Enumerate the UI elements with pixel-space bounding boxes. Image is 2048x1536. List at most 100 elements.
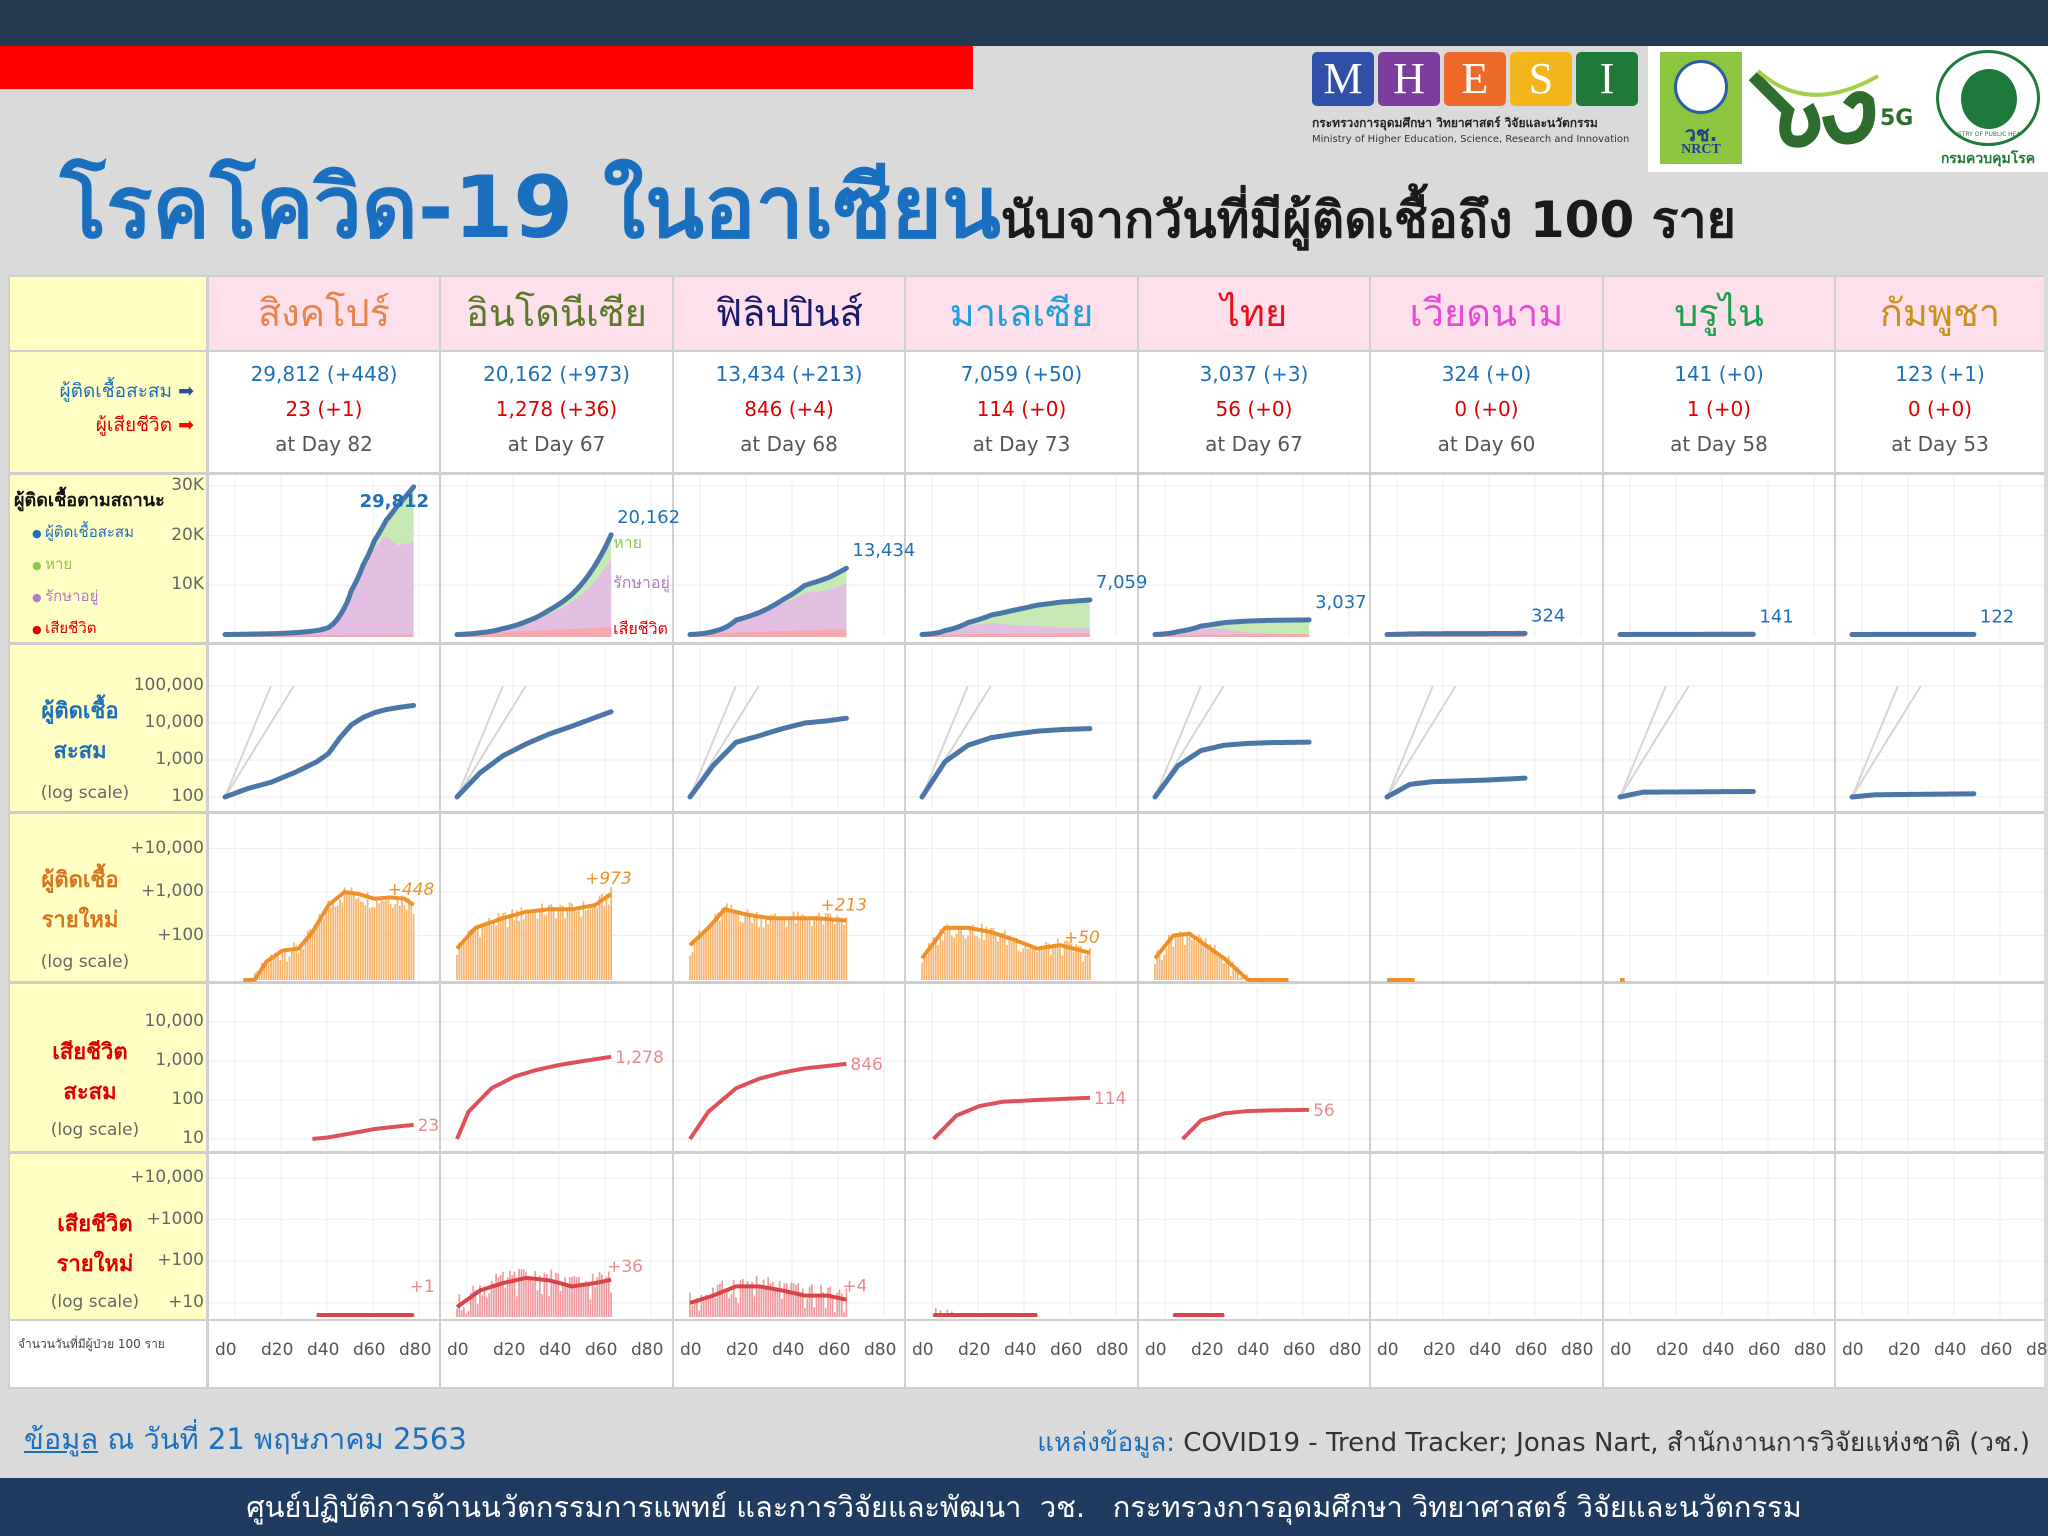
new-cases-bar bbox=[352, 893, 355, 980]
cases-line bbox=[222, 484, 417, 638]
new-cases-bar bbox=[378, 903, 380, 980]
row-label: ผู้ติดเชื้อ bbox=[41, 868, 119, 893]
new-deaths-bar bbox=[822, 1292, 825, 1317]
new-cases-bar bbox=[499, 915, 502, 980]
new-deaths-bar bbox=[467, 1311, 470, 1317]
new-cases-bar bbox=[1200, 937, 1202, 980]
new-cases-bar bbox=[518, 920, 520, 980]
new-cases-label: +448 bbox=[388, 880, 435, 900]
y-tick-label: 100 bbox=[171, 786, 204, 806]
y-tick-label: 100,000 bbox=[133, 675, 204, 695]
new-deaths-bar bbox=[744, 1284, 747, 1317]
page-title: โรคโควิด-19 ในอาเซียนนับจากวันที่มีผู้ติ… bbox=[60, 138, 1736, 275]
new-cases-bar bbox=[1072, 951, 1075, 980]
new-cases-bar bbox=[732, 911, 735, 980]
new-cases-bar bbox=[987, 933, 990, 980]
new-cases-bar bbox=[811, 925, 813, 980]
new-cases-bar bbox=[735, 911, 737, 980]
chart-cell bbox=[1604, 1321, 1834, 1387]
new-cases-bar bbox=[283, 950, 286, 980]
x-tick-label: d60 bbox=[353, 1340, 386, 1360]
new-deaths-bar bbox=[730, 1293, 733, 1317]
new-deaths-bar bbox=[760, 1287, 763, 1317]
deaths-cum-label: 23 bbox=[418, 1116, 440, 1136]
doubling-reference-line bbox=[1386, 685, 1434, 798]
new-cases-bar bbox=[392, 908, 394, 980]
new-deaths-bar bbox=[709, 1298, 712, 1317]
new-cases-bar bbox=[946, 924, 949, 980]
new-deaths-bar bbox=[794, 1284, 797, 1317]
new-cases-bar bbox=[1181, 932, 1184, 980]
new-cases-bar bbox=[1213, 944, 1216, 980]
new-deaths-bar bbox=[840, 1293, 843, 1317]
new-cases-bar bbox=[1031, 948, 1034, 980]
new-cases-bar bbox=[538, 908, 541, 980]
new-cases-bar bbox=[1017, 950, 1020, 980]
x-tick-label: d0 bbox=[1842, 1340, 1864, 1360]
cases-label: ผู้ติดเชื้อสะสม bbox=[59, 380, 173, 402]
x-tick-label: d80 bbox=[1561, 1340, 1594, 1360]
new-cases-bar bbox=[396, 896, 399, 980]
new-cases-bar bbox=[575, 911, 578, 980]
country-stats: 20,162 (+973) 1,278 (+36) at Day 67 bbox=[441, 352, 672, 472]
mhesi-name-th: กระทรวงการอุดมศึกษา วิทยาศาสตร์ วิจัยและ… bbox=[1312, 116, 1598, 130]
new-cases-bar bbox=[513, 920, 516, 980]
new-cases-bar bbox=[806, 920, 809, 980]
new-deaths-bar bbox=[801, 1288, 804, 1317]
ddc-th: กรมควบคุมโรค bbox=[1940, 151, 2036, 167]
chart-cell bbox=[906, 1321, 1137, 1387]
x-tick-label: d20 bbox=[493, 1340, 526, 1360]
new-deaths-bar bbox=[486, 1297, 488, 1317]
new-cases-bar bbox=[306, 930, 309, 980]
legend-dot-icon: ● bbox=[32, 591, 46, 604]
deaths-value: 1,278 (+36) bbox=[495, 397, 618, 421]
doubling-reference-line bbox=[1619, 685, 1690, 798]
new-cases-bar bbox=[389, 904, 392, 980]
new-deaths-bar bbox=[693, 1301, 696, 1317]
x-tick-label: d40 bbox=[772, 1340, 805, 1360]
bottom-bar: ศูนย์ปฏิบัติการด้านนวัตกรรมการแพทย์ และก… bbox=[0, 1478, 2048, 1536]
chart-cell bbox=[1371, 475, 1602, 642]
new-deaths-bar bbox=[506, 1277, 509, 1317]
new-cases-bar bbox=[1167, 934, 1170, 980]
legend-label: เสียชีวิต bbox=[45, 619, 97, 637]
new-cases-bar bbox=[467, 930, 470, 980]
new-cases-bar bbox=[270, 954, 272, 980]
new-cases-bar bbox=[1043, 946, 1045, 980]
label-status-cell: ผู้ติดเชื้อตามสถานะ ● ผู้ติดเชื้อสะสม ● ห… bbox=[10, 475, 206, 642]
data-link[interactable]: ข้อมูล bbox=[24, 1422, 99, 1456]
new-cases-bar bbox=[771, 914, 774, 980]
new-cases-bar bbox=[843, 924, 845, 980]
x-tick-label: d40 bbox=[1934, 1340, 1967, 1360]
new-cases-bar bbox=[385, 900, 387, 980]
mhesi-logo-i: I bbox=[1576, 52, 1638, 106]
source-label: แหล่งข้อมูล: bbox=[1037, 1428, 1176, 1458]
new-cases-bar bbox=[1174, 935, 1177, 980]
chart-cell bbox=[906, 984, 1137, 1151]
chart-cell bbox=[1139, 475, 1369, 642]
country-stats: 141 (+0) 1 (+0) at Day 58 bbox=[1604, 352, 1834, 472]
new-cases-bar bbox=[332, 901, 334, 980]
new-cases-bar bbox=[545, 914, 548, 980]
cases-line bbox=[919, 597, 1093, 638]
new-deaths-bar bbox=[594, 1287, 596, 1317]
day-count: at Day 73 bbox=[972, 432, 1071, 456]
new-deaths-bar bbox=[691, 1305, 694, 1317]
day-count: at Day 82 bbox=[275, 432, 373, 456]
new-cases-bar bbox=[580, 916, 583, 980]
new-cases-bar bbox=[792, 911, 795, 980]
new-cases-bar bbox=[1006, 944, 1008, 980]
new-cases-bar bbox=[474, 927, 477, 980]
cases-log-line bbox=[1617, 788, 1756, 800]
new-deaths-bar bbox=[568, 1277, 571, 1317]
new-cases-bar bbox=[463, 941, 465, 980]
new-deaths-bar bbox=[820, 1284, 822, 1317]
new-cases-bar bbox=[412, 913, 415, 980]
new-deaths-bar bbox=[481, 1294, 484, 1317]
new-cases-bar bbox=[934, 937, 937, 980]
new-cases-bar bbox=[596, 907, 599, 980]
new-deaths-bar bbox=[808, 1286, 811, 1317]
new-deaths-bar bbox=[607, 1271, 610, 1317]
new-deaths-bar bbox=[806, 1298, 809, 1317]
chart-cell bbox=[1371, 984, 1602, 1151]
